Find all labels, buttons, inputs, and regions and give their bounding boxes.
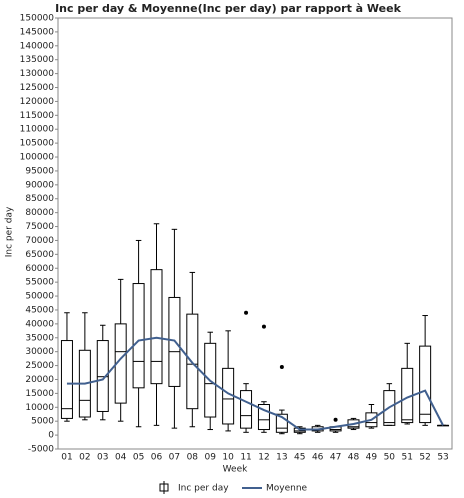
y-tick-label: 65000	[25, 250, 54, 260]
box	[204, 342, 217, 418]
x-tick-label: 11	[240, 453, 251, 463]
y-tick-label: 75000	[25, 222, 54, 232]
y-tick-label: 135000	[20, 55, 55, 65]
x-tick-label: 51	[402, 453, 413, 463]
y-tick-label: 120000	[20, 97, 55, 107]
x-tick-label: 50	[384, 453, 396, 463]
x-tick-label: 02	[79, 453, 90, 463]
y-tick-label: 105000	[20, 139, 55, 149]
box	[132, 283, 145, 389]
box	[275, 413, 288, 433]
x-tick-label: 06	[151, 453, 163, 463]
y-tick-label: 5000	[31, 417, 54, 427]
y-tick-label: 0	[48, 431, 54, 441]
box	[383, 390, 396, 426]
y-tick-label: 145000	[20, 27, 55, 37]
y-tick-label: 125000	[20, 83, 55, 93]
x-tick-label: 01	[61, 453, 72, 463]
y-axis-label: Inc per day	[5, 206, 15, 257]
y-tick-label: 130000	[20, 69, 55, 79]
outlier	[244, 310, 249, 315]
y-tick-label: 140000	[20, 41, 55, 51]
legend-label: Inc per day	[178, 484, 229, 494]
x-tick-label: 52	[419, 453, 430, 463]
x-tick-label: 04	[115, 453, 127, 463]
y-tick-label: 30000	[25, 347, 54, 357]
x-tick-label: 05	[133, 453, 144, 463]
outlier	[261, 324, 266, 329]
y-tick-label: 50000	[25, 292, 54, 302]
y-tick-label: 25000	[25, 361, 54, 371]
x-tick-label: 47	[330, 453, 341, 463]
y-tick-label: 100000	[20, 153, 55, 163]
y-tick-label: 150000	[20, 14, 55, 24]
y-tick-label: 55000	[25, 278, 54, 288]
x-tick-label: 03	[97, 453, 108, 463]
y-tick-label: 35000	[25, 333, 54, 343]
mean-line	[66, 336, 444, 431]
x-tick-label: 53	[437, 453, 448, 463]
x-tick-label: 10	[222, 453, 234, 463]
y-tick-label: 10000	[25, 403, 54, 413]
y-tick-label: 45000	[25, 305, 54, 315]
y-tick-label: 15000	[25, 389, 54, 399]
box	[365, 412, 378, 428]
x-tick-label: 12	[258, 453, 269, 463]
box	[240, 390, 253, 429]
outlier	[333, 417, 338, 422]
box	[186, 313, 199, 410]
box	[60, 340, 73, 419]
legend-label: Moyenne	[266, 484, 308, 494]
box	[168, 296, 181, 387]
y-tick-label: 20000	[25, 375, 54, 385]
x-tick-label: 49	[366, 453, 378, 463]
box	[419, 345, 432, 424]
x-tick-label: 09	[205, 453, 217, 463]
x-tick-label: 48	[348, 453, 360, 463]
box	[114, 323, 127, 404]
y-tick-label: 80000	[25, 208, 54, 218]
x-tick-label: 46	[312, 453, 324, 463]
chart-title: Inc per day & Moyenne(Inc per day) par r…	[55, 2, 402, 15]
y-tick-label: -5000	[28, 445, 54, 455]
y-tick-label: 60000	[25, 264, 54, 274]
y-tick-label: 110000	[20, 125, 55, 135]
box	[96, 340, 109, 412]
x-tick-label: 07	[169, 453, 180, 463]
x-tick-label: 13	[276, 453, 287, 463]
y-tick-label: 90000	[25, 180, 54, 190]
y-tick-label: 95000	[25, 166, 54, 176]
x-tick-label: 08	[187, 453, 199, 463]
plot-frame	[57, 17, 453, 450]
x-tick-label: 45	[294, 453, 305, 463]
outlier	[279, 364, 284, 369]
y-tick-label: 85000	[25, 194, 54, 204]
box	[150, 269, 163, 385]
y-tick-label: 70000	[25, 236, 54, 246]
y-tick-label: 40000	[25, 319, 54, 329]
x-axis-label: Week	[223, 465, 248, 475]
box	[257, 404, 270, 431]
y-tick-label: 115000	[20, 111, 55, 121]
